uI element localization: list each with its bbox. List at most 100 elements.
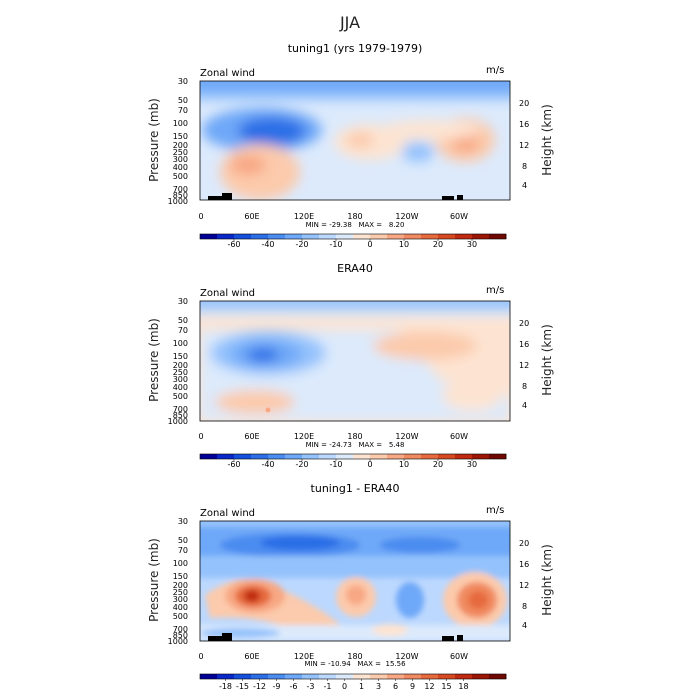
colorbar-swatch [336,234,354,239]
height-tick: 8 [522,162,527,171]
height-axis: 20 16 12 8 4 [519,319,529,410]
pressure-tick: 50 [178,96,188,105]
topography [208,193,463,200]
pressure-axis: 30 50 70 100 150 200 250 300 400 500 700… [168,297,188,426]
pressure-axis: 30 50 70 100 150 200 250 300 400 500 700… [168,517,188,646]
lon-axis: 0 60E 120E 180 120W 60W [198,432,468,441]
colorbar-swatch [438,234,456,239]
colorbar-swatch [421,454,439,459]
colorbar-swatch [234,454,252,459]
colorbar-swatch [455,674,473,679]
height-axis: 20 16 12 8 4 [519,99,529,190]
colorbar-swatch [472,234,490,239]
lon-tick: 180 [347,652,362,661]
colorbar-swatch [302,674,320,679]
colorbar-swatch [489,234,507,239]
upper-trop-bias [200,556,510,578]
stratosphere-easterlies [200,301,510,312]
lon-tick: 0 [198,212,203,221]
colorbar-swatch [370,454,388,459]
lon-tick: 0 [198,652,203,661]
topography [208,633,463,641]
height-tick: 4 [522,401,527,410]
min-max-stats: MIN = -29.38 MAX = 8.20 [306,221,405,229]
pressure-tick: 250 [173,368,188,377]
colorbar-swatch [387,454,405,459]
height-axis: 20 16 12 8 4 [519,539,529,630]
atlantic-westerly [442,379,502,411]
lon-tick: 60W [450,212,468,221]
colorbar-frame [199,233,507,240]
pressure-tick: 50 [178,536,188,545]
pressure-tick: 300 [173,595,188,604]
pressure-tick: 200 [173,141,188,150]
units-label: m/s [486,505,504,516]
colorbar-label: 6 [393,682,398,691]
colorbar-label: 30 [467,240,477,249]
pressure-tick: 200 [173,361,188,370]
y-left-label: Pressure (mb) [147,318,161,402]
pressure-tick: 500 [173,392,188,401]
atlantic-bias-core [468,591,488,609]
upper-westerly [380,120,480,140]
colorbar: -60 -40 -20 -10 0 10 20 30 [199,233,507,249]
height-tick: 16 [519,120,529,129]
height-tick: 12 [519,581,529,590]
colorbar-label: -40 [261,240,274,249]
low-level-westerly [215,390,295,414]
pressure-tick: 100 [173,339,188,348]
colorbar-swatch [472,674,490,679]
colorbar-swatch [387,234,405,239]
height-tick: 4 [522,621,527,630]
surface-westerly-bias [372,624,408,636]
pressure-tick: 1000 [168,637,188,646]
y-left-label: Pressure (mb) [147,98,161,182]
pressure-tick: 150 [173,132,188,141]
plot-frame [199,520,511,642]
lon-tick: 120E [294,652,314,661]
colorbar-swatch [251,454,269,459]
colorbar-swatch [404,234,422,239]
colorbar-label: -40 [261,460,274,469]
colorbar-label: -10 [329,240,342,249]
colorbar-swatch [217,454,235,459]
height-tick: 20 [519,539,529,548]
lon-tick: 60E [244,432,259,441]
pressure-tick: 100 [173,119,188,128]
pressure-tick: 700 [173,185,188,194]
pressure-tick: 850 [173,411,188,420]
lon-tick: 60W [450,652,468,661]
pressure-tick: 1000 [168,197,188,206]
pacific-westerly-core [346,132,374,148]
colorbar-label: 10 [399,240,409,249]
pressure-tick: 500 [173,612,188,621]
colorbar-label: -6 [290,682,298,691]
lon-tick: 180 [347,212,362,221]
colorbar-label: 9 [410,682,415,691]
pressure-tick: 70 [178,106,188,115]
lon-tick: 0 [198,432,203,441]
height-tick: 16 [519,560,529,569]
y-right-label: Height (km) [540,544,554,615]
colorbar-label: 0 [367,460,372,469]
colorbar-swatch [404,454,422,459]
min-max-stats: MIN = -24.73 MAX = 5.48 [306,441,405,449]
pressure-tick: 1000 [168,417,188,426]
easterly-jet-core [238,117,306,145]
pressure-tick: 100 [173,559,188,568]
y-right-label: Height (km) [540,104,554,175]
colorbar-swatch [319,674,337,679]
colorbar-swatch [251,674,269,679]
lon-axis: 0 60E 120E 180 120W 60W [198,652,468,661]
colorbar-swatch [472,454,490,459]
height-tick: 20 [519,319,529,328]
colorbar: -60 -40 -20 -10 0 10 20 30 [199,453,507,469]
pressure-tick: 150 [173,572,188,581]
pressure-tick: 850 [173,191,188,200]
westerly-bias-core [244,590,260,602]
colorbar-swatch [268,234,286,239]
wind-field-plot [200,521,510,641]
lon-tick: 120E [294,212,314,221]
height-tick: 12 [519,361,529,370]
colorbar-swatch [370,674,388,679]
